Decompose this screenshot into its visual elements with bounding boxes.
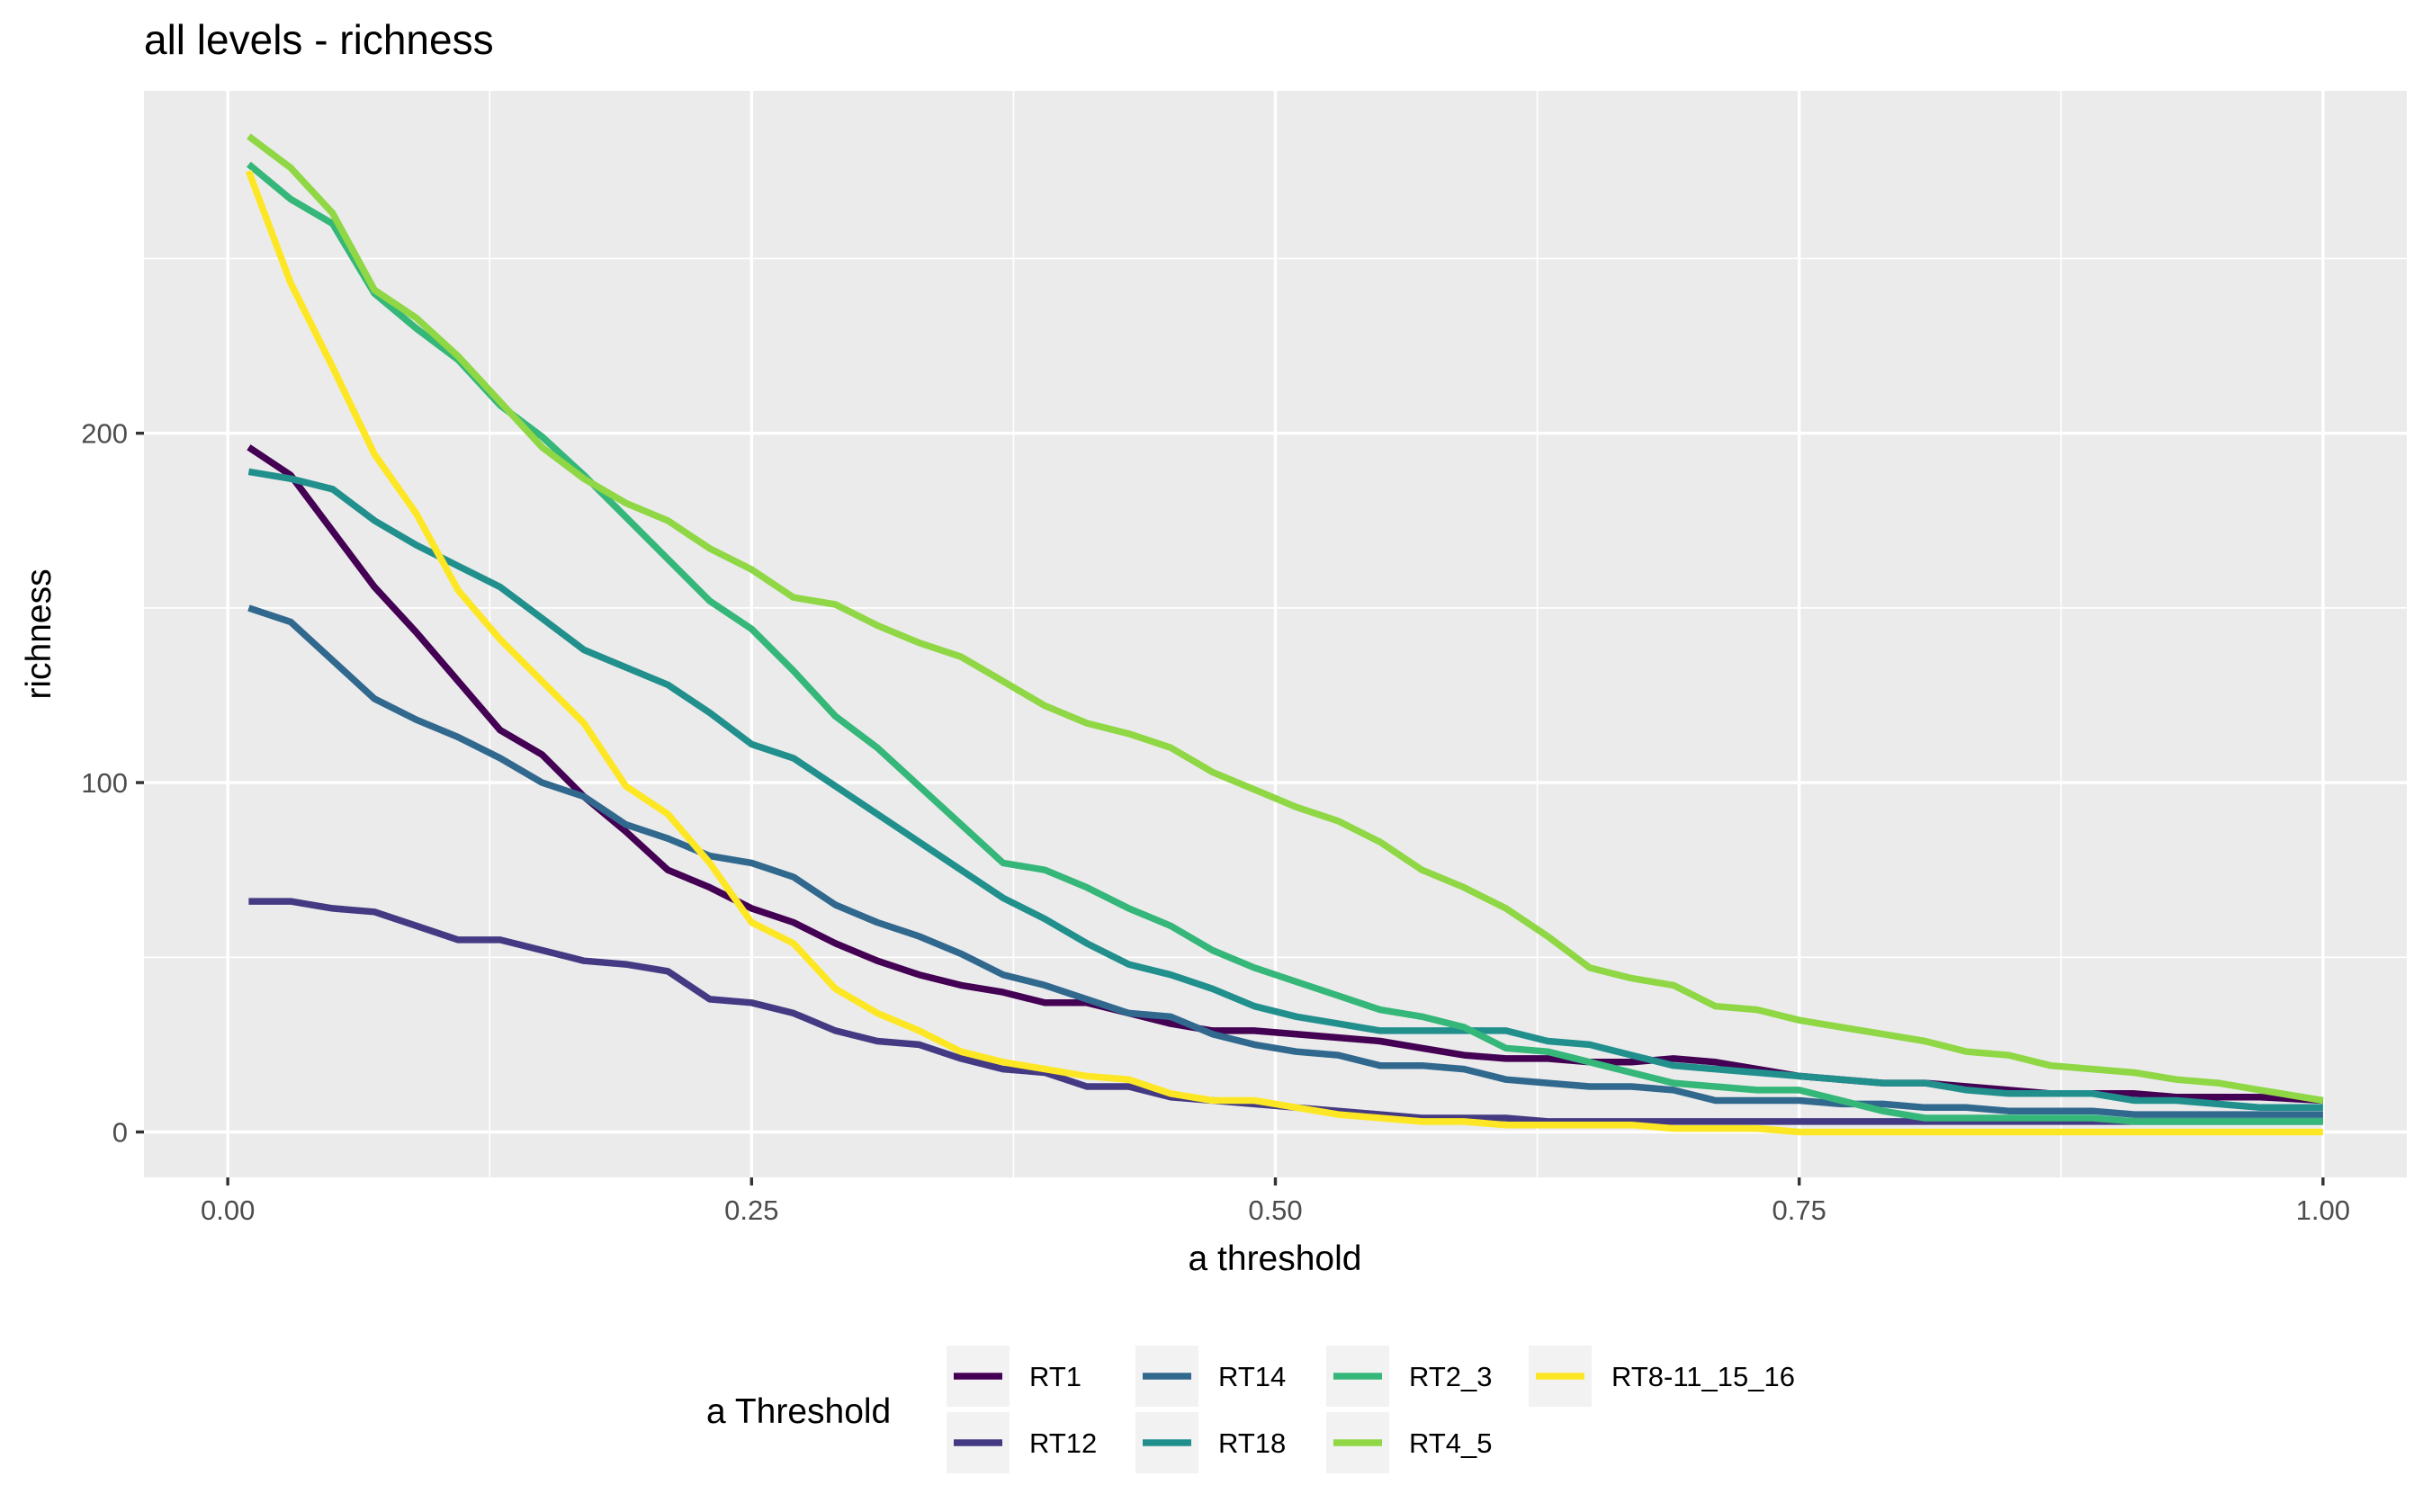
series-lines xyxy=(245,133,2324,1136)
y-tick-label: 100 xyxy=(81,767,128,799)
y-tick-label: 0 xyxy=(112,1117,128,1149)
legend-item-rt12: RT12 xyxy=(947,1412,1097,1473)
y-axis: 0 100 200 xyxy=(81,418,144,1149)
series-line-rt14 xyxy=(247,604,2323,1118)
legend-label: RT8-11_15_16 xyxy=(1611,1361,1795,1392)
legend-item-rt8-11-15-16: RT8-11_15_16 xyxy=(1529,1346,1795,1407)
legend-label: RT2_3 xyxy=(1409,1361,1493,1392)
legend-item-rt14: RT14 xyxy=(1135,1346,1286,1407)
major-gridlines xyxy=(144,91,2407,1177)
x-tick-label: 0.25 xyxy=(724,1194,778,1226)
x-axis-title: a threshold xyxy=(1189,1239,1362,1278)
y-tick-label: 200 xyxy=(81,418,128,450)
legend-items: RT1 RT12 RT14 RT18 RT2_3 RT4_5 RT8-11_15_16 xyxy=(947,1346,1795,1473)
legend: a Threshold RT1 RT12 RT14 RT18 RT2_3 RT4_5 RT8… xyxy=(706,1346,1795,1473)
legend-label: RT14 xyxy=(1218,1361,1286,1392)
x-axis: 0.00 0.25 0.50 0.75 1.00 xyxy=(201,1177,2350,1226)
legend-title: a Threshold xyxy=(706,1392,891,1431)
legend-item-rt4-5: RT4_5 xyxy=(1326,1412,1493,1473)
legend-item-rt1: RT1 xyxy=(947,1346,1081,1407)
legend-label: RT4_5 xyxy=(1409,1427,1493,1459)
x-tick-label: 0.50 xyxy=(1248,1194,1302,1226)
chart-title: all levels - richness xyxy=(144,16,494,63)
series-line-rt18 xyxy=(247,468,2323,1112)
series-line-rt8-11-15-16 xyxy=(245,169,2323,1136)
x-tick-label: 0.00 xyxy=(201,1194,255,1226)
legend-item-rt18: RT18 xyxy=(1135,1412,1286,1473)
legend-label: RT18 xyxy=(1218,1427,1286,1459)
x-tick-label: 0.75 xyxy=(1772,1194,1826,1226)
x-tick-label: 1.00 xyxy=(2296,1194,2350,1226)
series-line-rt4-5 xyxy=(247,133,2324,1105)
legend-label: RT12 xyxy=(1029,1427,1097,1459)
legend-label: RT1 xyxy=(1029,1361,1081,1392)
y-axis-title: richness xyxy=(20,568,58,699)
legend-item-rt2-3: RT2_3 xyxy=(1326,1346,1493,1407)
